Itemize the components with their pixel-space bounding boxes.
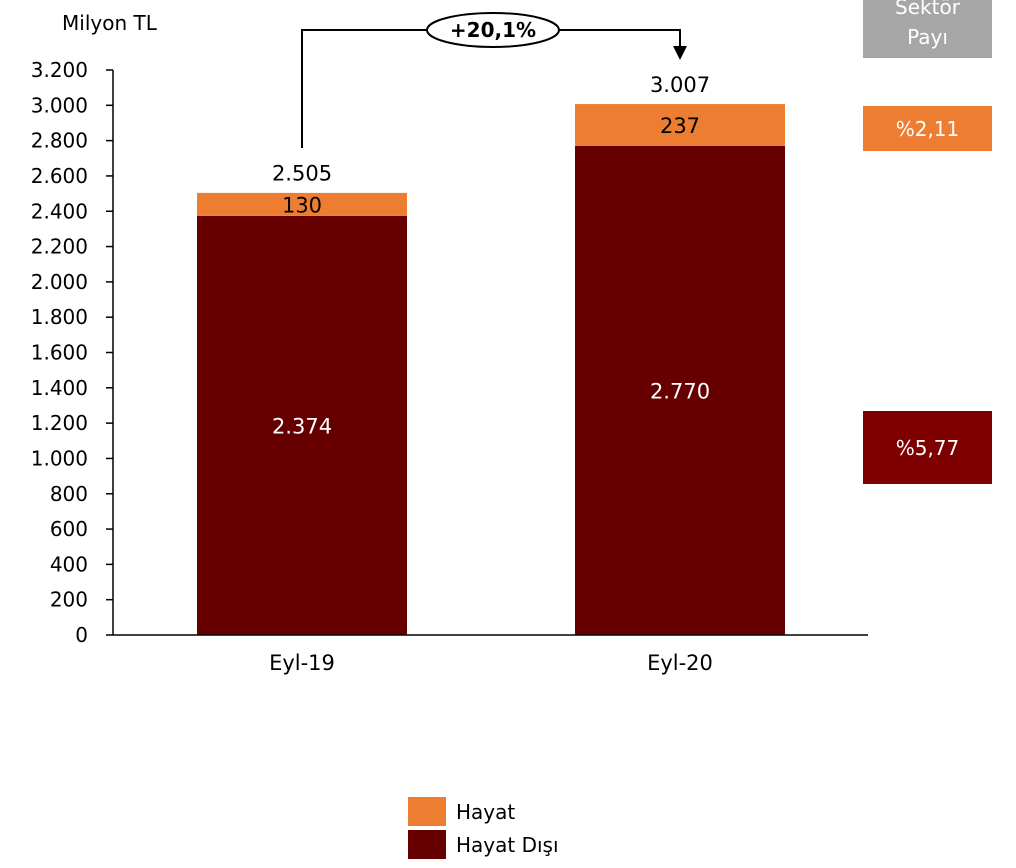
legend-item-hayat-disi: Hayat Dışı <box>408 828 559 861</box>
sector-share-hayat: %2,11 <box>863 106 992 151</box>
y-tick-label: 2.600 <box>31 164 88 188</box>
y-tick-label: 2.000 <box>31 270 88 294</box>
legend-label-hayat-disi: Hayat Dışı <box>456 832 559 857</box>
growth-annotation: +20,1% <box>301 12 687 148</box>
y-tick-label: 200 <box>50 588 88 612</box>
total-label: 2.505 <box>272 162 332 186</box>
x-axis: Eyl-19 Eyl-20 <box>113 634 868 675</box>
x-tick-label: Eyl-19 <box>269 651 335 675</box>
y-tick-label: 2.200 <box>31 235 88 259</box>
legend-label-hayat: Hayat <box>456 799 516 824</box>
legend-swatch-hayat-disi <box>408 830 446 859</box>
unit-label: Milyon TL <box>62 11 158 35</box>
growth-arrow-head <box>673 46 687 60</box>
sector-share-header: Sektör Payı <box>863 0 992 58</box>
y-tick-label: 1.600 <box>31 341 88 365</box>
bar-segment-hayat <box>575 104 785 146</box>
segment-label-hayat-disi: 2.374 <box>272 414 332 438</box>
growth-badge <box>426 12 560 48</box>
y-tick-label: 3.000 <box>31 93 88 117</box>
sector-share-header-partial: Sektör <box>895 0 960 19</box>
bar-segment-hayat <box>197 192 407 216</box>
y-tick-label: 2.800 <box>31 129 88 153</box>
sector-share-hayat-value: %2,11 <box>895 116 960 141</box>
legend: Hayat Hayat Dışı <box>408 795 559 861</box>
sector-share-hayat-disi: %5,77 <box>863 411 992 484</box>
bar-segment-hayat-disi <box>197 215 407 635</box>
total-label: 3.007 <box>650 73 710 97</box>
y-tick-label: 1.800 <box>31 305 88 329</box>
bar-segment-hayat-disi <box>575 145 785 635</box>
legend-item-hayat: Hayat <box>408 795 559 828</box>
bars: 2.374 130 2.505 2.770 237 3.007 <box>197 73 785 635</box>
y-tick-label: 1.200 <box>31 411 88 435</box>
segment-label-hayat: 130 <box>282 193 322 217</box>
x-tick-label: Eyl-20 <box>647 651 713 675</box>
sector-share-header-label: Payı <box>907 25 948 49</box>
y-axis: 0 200 400 600 800 1.000 1.200 1.400 1.600 1.800 2.… <box>31 58 114 647</box>
segment-label-hayat-disi: 2.770 <box>650 379 710 403</box>
legend-swatch-hayat <box>408 797 446 826</box>
y-tick-label: 0 <box>75 623 88 647</box>
sector-share-hayat-disi-value: %5,77 <box>895 435 960 460</box>
y-tick-label: 1.000 <box>31 446 88 470</box>
y-tick-label: 1.400 <box>31 376 88 400</box>
y-tick-label: 2.400 <box>31 199 88 223</box>
y-tick-label: 800 <box>50 482 88 506</box>
y-tick-label: 3.200 <box>31 58 88 82</box>
growth-label: +20,1% <box>450 18 536 42</box>
y-tick-label: 400 <box>50 552 88 576</box>
segment-label-hayat: 237 <box>660 114 700 138</box>
y-tick-label: 600 <box>50 517 88 541</box>
growth-connector-line <box>301 29 681 148</box>
